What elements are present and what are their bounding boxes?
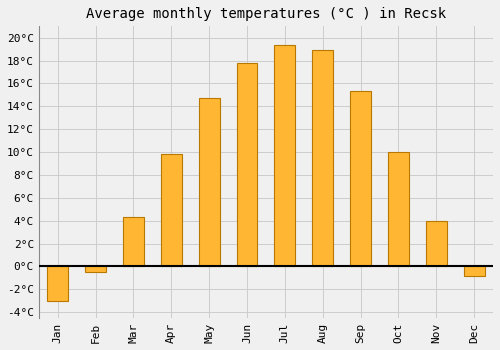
Bar (198, 98, 220, 266)
Title: Average monthly temperatures (°C ) in Recsk: Average monthly temperatures (°C ) in Re… (86, 7, 446, 21)
Bar (464, 266, 484, 275)
Bar (161, 154, 182, 266)
Bar (312, 50, 333, 266)
Bar (388, 152, 409, 266)
Bar (426, 221, 446, 266)
Bar (123, 217, 144, 266)
Bar (350, 91, 371, 266)
Bar (274, 44, 295, 266)
Bar (85, 266, 106, 272)
Bar (48, 266, 68, 301)
Bar (236, 63, 258, 266)
